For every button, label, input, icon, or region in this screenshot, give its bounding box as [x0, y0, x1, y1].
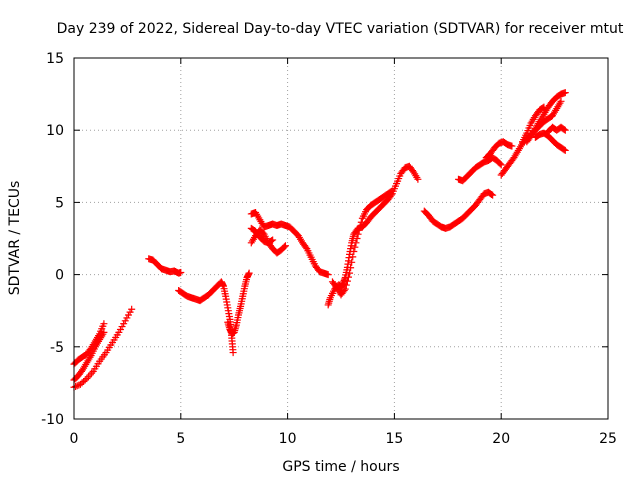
data-point: [347, 264, 355, 272]
data-point: [489, 191, 497, 199]
data-point: [488, 190, 496, 198]
series-arc-8b: [482, 138, 516, 162]
data-point: [540, 103, 548, 111]
grid-lines: [74, 58, 608, 419]
x-tick-label: 5: [176, 431, 185, 447]
data-point: [344, 273, 352, 281]
data-point: [269, 236, 277, 244]
axes: 0 5 10 15 20 25 -10 -5 0 5 10 15: [41, 51, 617, 447]
series-arc-9b: [523, 97, 565, 146]
data-point: [281, 242, 289, 250]
y-tick-label: -10: [41, 412, 64, 428]
y-tick-label: 10: [46, 123, 64, 139]
data-point: [560, 125, 568, 133]
data-point: [388, 187, 396, 195]
y-axis-label: SDTVAR / TECUs: [7, 181, 23, 296]
y-tick-label: -5: [50, 340, 64, 356]
data-points: [70, 89, 569, 391]
series-arc-1b: [70, 328, 108, 384]
chart-title: Day 239 of 2022, Sidereal Day-to-day VTE…: [57, 21, 624, 37]
series-arc-6: [324, 162, 422, 309]
data-point: [557, 97, 565, 105]
x-tick-label: 0: [70, 431, 79, 447]
series-arc-9c: [531, 129, 569, 154]
data-point: [560, 146, 568, 154]
data-point: [268, 237, 276, 245]
data-point: [351, 243, 359, 251]
data-point: [280, 243, 288, 251]
data-point: [349, 253, 357, 261]
data-point: [350, 247, 358, 255]
data-point: [128, 305, 136, 313]
y-tick-label: 5: [55, 195, 64, 211]
data-point: [414, 175, 422, 183]
series-arc-9e: [544, 123, 569, 136]
data-point: [84, 373, 92, 381]
data-point: [348, 258, 356, 266]
series-arc-9d: [519, 103, 548, 146]
series-arc-7: [420, 188, 497, 232]
data-point: [496, 160, 504, 168]
data-point: [343, 277, 351, 285]
data-point: [387, 188, 395, 196]
data-point: [177, 268, 185, 276]
data-point: [561, 126, 569, 134]
data-point: [88, 369, 96, 377]
plot-frame: [73, 57, 609, 420]
data-point: [352, 239, 360, 247]
data-point: [302, 243, 310, 251]
data-point: [561, 146, 569, 154]
series-arc-6b: [328, 187, 396, 299]
data-point: [497, 161, 505, 169]
data-point: [100, 328, 108, 336]
data-point: [356, 222, 364, 230]
x-axis-label: GPS time / hours: [282, 459, 399, 475]
series-arc-1a: [70, 320, 108, 368]
x-tick-label: 15: [385, 431, 403, 447]
series-arc-5a: [247, 209, 332, 279]
series-arc-5c: [247, 224, 277, 247]
series-arc-4: [224, 269, 253, 338]
series-arc-2: [145, 255, 185, 277]
y-tick-label: 0: [55, 268, 64, 284]
data-point: [354, 230, 362, 238]
data-point: [72, 383, 80, 391]
data-point: [355, 226, 363, 234]
data-point: [346, 269, 354, 277]
data-point: [324, 271, 332, 279]
data-point: [229, 349, 237, 357]
series-arc-3: [175, 278, 237, 357]
data-point: [73, 382, 81, 390]
x-tick-label: 20: [492, 431, 510, 447]
data-point: [342, 281, 350, 289]
data-point: [81, 376, 89, 384]
x-tick-label: 25: [599, 431, 617, 447]
data-point: [100, 320, 108, 328]
data-point: [340, 286, 348, 294]
series-arc-1c: [70, 305, 136, 391]
data-point: [357, 218, 365, 226]
data-point: [245, 269, 253, 277]
data-point: [561, 89, 569, 97]
data-point: [341, 285, 349, 293]
data-point: [539, 104, 547, 112]
data-point: [353, 235, 361, 242]
data-point: [508, 142, 516, 150]
series-arc-8a: [454, 154, 505, 185]
x-tick-label: 10: [279, 431, 297, 447]
data-point: [86, 371, 94, 379]
y-tick-label: 15: [46, 51, 64, 67]
